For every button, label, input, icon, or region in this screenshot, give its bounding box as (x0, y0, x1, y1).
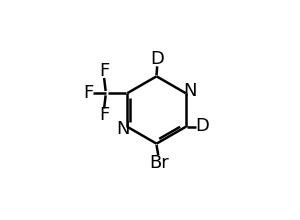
Text: F: F (83, 84, 93, 102)
Text: F: F (99, 106, 109, 124)
Text: D: D (150, 50, 164, 68)
Text: N: N (117, 120, 130, 138)
Text: D: D (195, 117, 209, 135)
Text: F: F (99, 62, 109, 81)
Text: N: N (184, 82, 197, 100)
Text: Br: Br (150, 154, 169, 172)
